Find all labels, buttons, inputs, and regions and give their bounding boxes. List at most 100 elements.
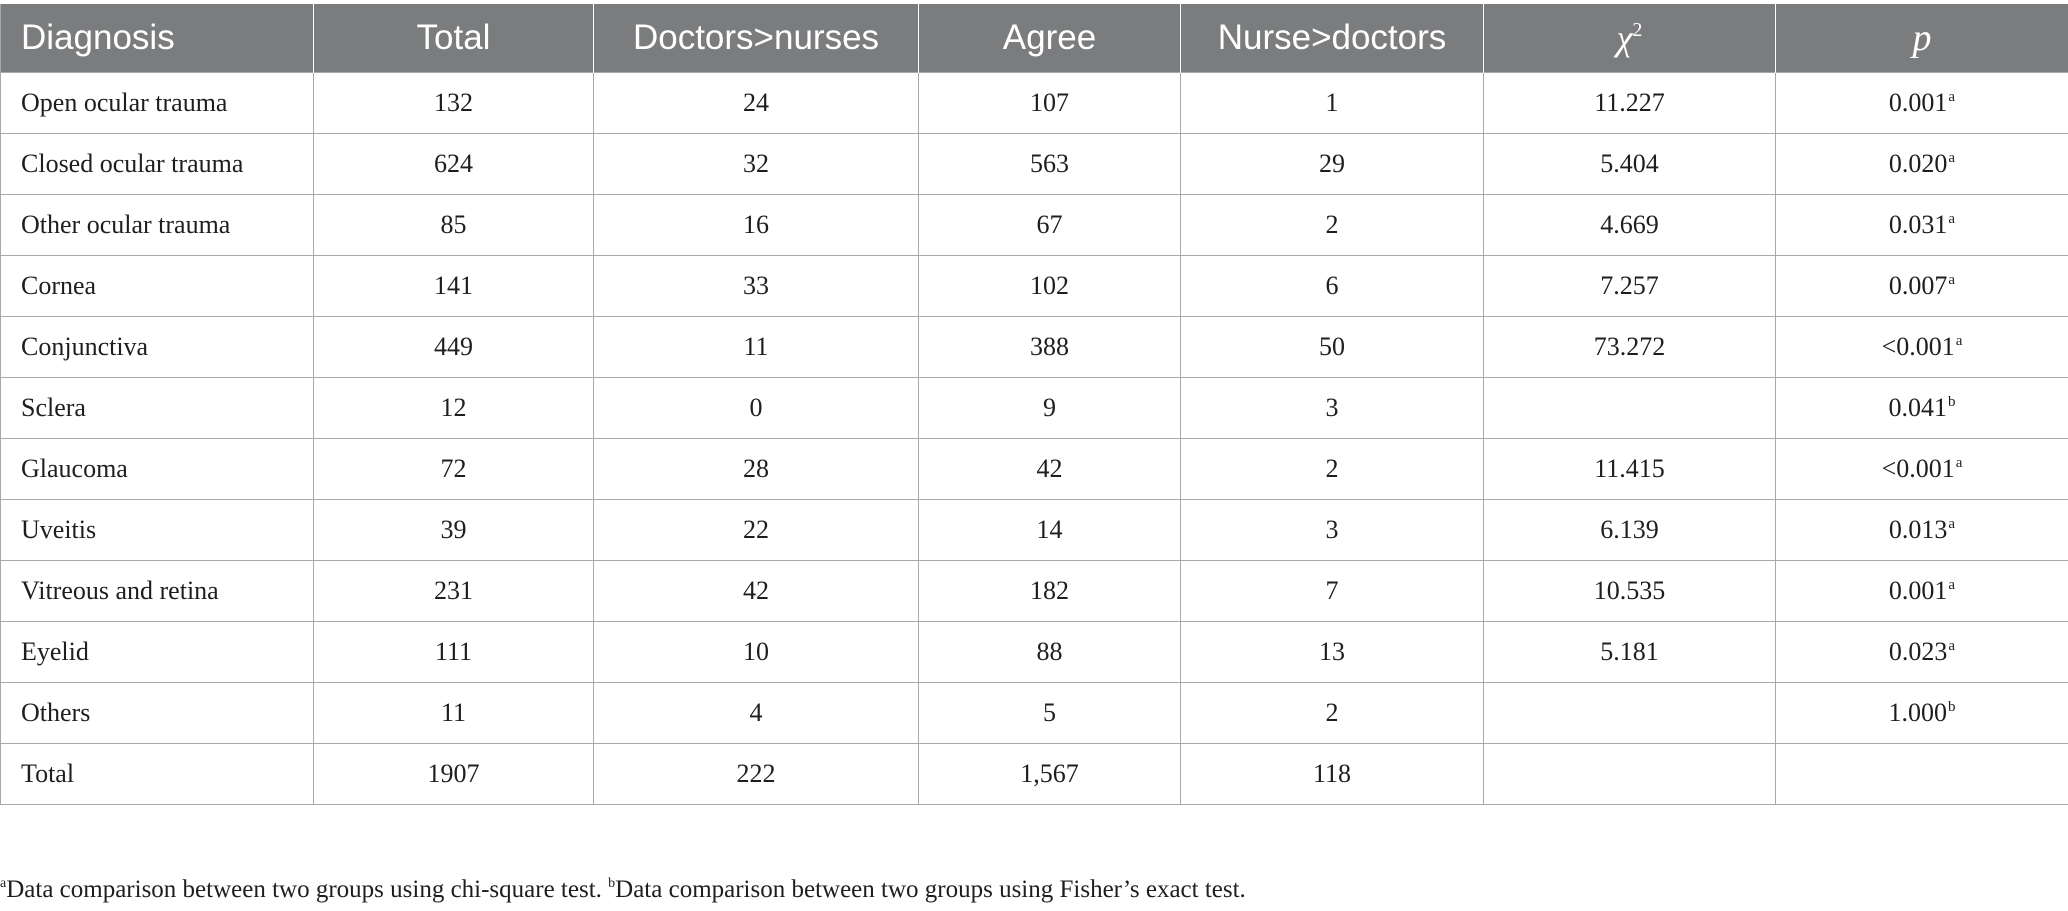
cell-doctors-gt-nurses: 0 — [593, 377, 919, 439]
p-value-footnote-mark: b — [1948, 394, 1956, 410]
cell-total: 132 — [313, 72, 594, 134]
cell-chi-square: 6.139 — [1483, 499, 1776, 561]
header-nurse-gt-doctors: Nurse>doctors — [1180, 4, 1484, 73]
cell-doctors-gt-nurses: 42 — [593, 560, 919, 622]
table-row: Closed ocular trauma 624 32 563 29 5.404 0.020… — [0, 133, 2068, 195]
cell-doctors-gt-nurses: 16 — [593, 194, 919, 256]
cell-p-value: 0.020a — [1775, 133, 2068, 195]
cell-diagnosis: Glaucoma — [0, 438, 314, 500]
table-body: Open ocular trauma 132 24 107 1 11.227 0.001a C… — [0, 72, 2068, 805]
table-row: Glaucoma 72 28 42 2 11.415 <0.001a — [0, 438, 2068, 500]
cell-diagnosis: Uveitis — [0, 499, 314, 561]
cell-nurse-gt-doctors: 2 — [1180, 194, 1484, 256]
cell-diagnosis: Closed ocular trauma — [0, 133, 314, 195]
cell-diagnosis: Other ocular trauma — [0, 194, 314, 256]
p-value-text: 0.013 — [1888, 515, 1948, 544]
cell-p-value: 0.041b — [1775, 377, 2068, 439]
cell-p-value: 0.013a — [1775, 499, 2068, 561]
cell-nurse-gt-doctors: 7 — [1180, 560, 1484, 622]
p-value-text: 0.007 — [1888, 271, 1948, 300]
header-doctors-gt-nurses: Doctors>nurses — [593, 4, 919, 73]
cell-chi-square: 5.404 — [1483, 133, 1776, 195]
cell-agree: 42 — [918, 438, 1181, 500]
table-footnote: aData comparison between two groups usin… — [0, 876, 1246, 904]
cell-agree: 88 — [918, 621, 1181, 683]
p-value-text: 1.000 — [1888, 698, 1948, 727]
cell-diagnosis: Cornea — [0, 255, 314, 317]
cell-doctors-gt-nurses: 24 — [593, 72, 919, 134]
p-value-text: <0.001 — [1881, 332, 1955, 361]
table-row: Others 11 4 5 2 1.000b — [0, 682, 2068, 744]
cell-diagnosis: Eyelid — [0, 621, 314, 683]
cell-diagnosis: Others — [0, 682, 314, 744]
cell-agree: 67 — [918, 194, 1181, 256]
cell-p-value: <0.001a — [1775, 316, 2068, 378]
p-value-text: 0.031 — [1888, 210, 1948, 239]
cell-doctors-gt-nurses: 10 — [593, 621, 919, 683]
chi-symbol: χ — [1616, 18, 1633, 58]
cell-total: 12 — [313, 377, 594, 439]
p-value-text: 0.001 — [1888, 576, 1948, 605]
cell-agree: 107 — [918, 72, 1181, 134]
p-value-text: 0.023 — [1888, 637, 1948, 666]
table-row: Sclera 12 0 9 3 0.041b — [0, 377, 2068, 439]
cell-p-value — [1775, 743, 2068, 805]
cell-doctors-gt-nurses: 11 — [593, 316, 919, 378]
table-header: Diagnosis Total Doctors>nurses Agree Nur… — [0, 4, 2068, 73]
cell-chi-square: 7.257 — [1483, 255, 1776, 317]
cell-p-value: <0.001a — [1775, 438, 2068, 500]
footnote-a-mark: a — [0, 876, 7, 891]
cell-nurse-gt-doctors: 2 — [1180, 682, 1484, 744]
cell-nurse-gt-doctors: 29 — [1180, 133, 1484, 195]
cell-diagnosis: Vitreous and retina — [0, 560, 314, 622]
cell-agree: 1,567 — [918, 743, 1181, 805]
table-row: Conjunctiva 449 11 388 50 73.272 <0.001a — [0, 316, 2068, 378]
table-row: Open ocular trauma 132 24 107 1 11.227 0.001a — [0, 72, 2068, 134]
cell-total: 624 — [313, 133, 594, 195]
footnote-a-text: Data comparison between two groups using… — [6, 876, 609, 903]
cell-nurse-gt-doctors: 2 — [1180, 438, 1484, 500]
p-value-footnote-mark: a — [1955, 455, 1963, 471]
cell-p-value: 0.001a — [1775, 560, 2068, 622]
p-value-footnote-mark: a — [1955, 333, 1963, 349]
cell-chi-square: 5.181 — [1483, 621, 1776, 683]
header-agree: Agree — [918, 4, 1181, 73]
table-row: Other ocular trauma 85 16 67 2 4.669 0.031a — [0, 194, 2068, 256]
cell-total: 231 — [313, 560, 594, 622]
cell-total: 449 — [313, 316, 594, 378]
p-value-footnote-mark: a — [1948, 272, 1956, 288]
cell-agree: 563 — [918, 133, 1181, 195]
p-value-footnote-mark: a — [1948, 516, 1956, 532]
cell-agree: 182 — [918, 560, 1181, 622]
p-value-text: <0.001 — [1881, 454, 1955, 483]
cell-nurse-gt-doctors: 3 — [1180, 377, 1484, 439]
header-diagnosis: Diagnosis — [0, 4, 314, 73]
footnote-b-text: Data comparison between two groups using… — [615, 876, 1246, 903]
header-chi-square: χ2 — [1483, 4, 1776, 73]
table-row: Cornea 141 33 102 6 7.257 0.007a — [0, 255, 2068, 317]
cell-nurse-gt-doctors: 50 — [1180, 316, 1484, 378]
cell-p-value: 0.007a — [1775, 255, 2068, 317]
cell-p-value: 1.000b — [1775, 682, 2068, 744]
header-p-value: p — [1775, 4, 2068, 73]
cell-chi-square: 11.227 — [1483, 72, 1776, 134]
cell-doctors-gt-nurses: 22 — [593, 499, 919, 561]
cell-total: 39 — [313, 499, 594, 561]
cell-nurse-gt-doctors: 13 — [1180, 621, 1484, 683]
cell-agree: 9 — [918, 377, 1181, 439]
p-value-footnote-mark: a — [1948, 577, 1956, 593]
cell-diagnosis: Total — [0, 743, 314, 805]
p-value-footnote-mark: a — [1948, 211, 1956, 227]
cell-agree: 14 — [918, 499, 1181, 561]
p-value-footnote-mark: a — [1948, 150, 1956, 166]
cell-total: 141 — [313, 255, 594, 317]
cell-agree: 388 — [918, 316, 1181, 378]
cell-chi-square — [1483, 377, 1776, 439]
cell-doctors-gt-nurses: 222 — [593, 743, 919, 805]
p-value-text: 0.020 — [1888, 149, 1948, 178]
table-row: Uveitis 39 22 14 3 6.139 0.013a — [0, 499, 2068, 561]
cell-doctors-gt-nurses: 32 — [593, 133, 919, 195]
cell-chi-square: 73.272 — [1483, 316, 1776, 378]
cell-total: 11 — [313, 682, 594, 744]
cell-chi-square: 10.535 — [1483, 560, 1776, 622]
